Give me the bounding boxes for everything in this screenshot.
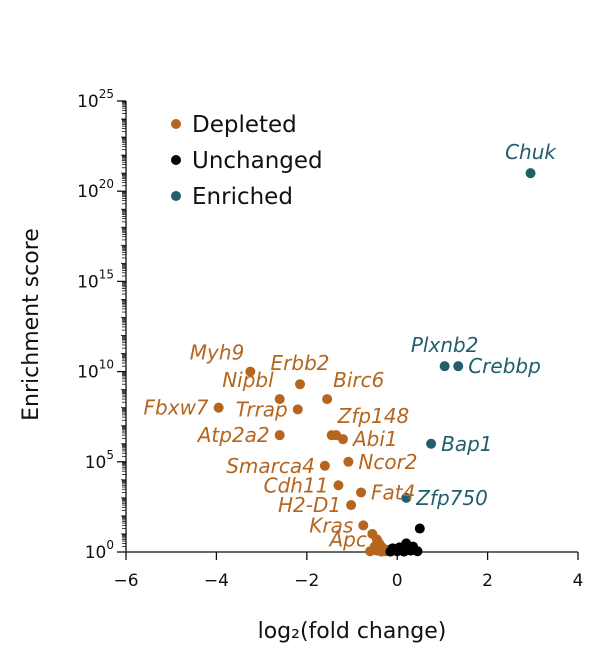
- data-point: [245, 366, 256, 377]
- data-point: [525, 168, 536, 179]
- data-point: [401, 492, 412, 503]
- data-point-label: Abi1: [351, 427, 398, 451]
- data-point: [333, 480, 344, 491]
- legend-marker: [171, 191, 181, 201]
- data-point-label: Atp2a2: [196, 423, 270, 447]
- data-point: [356, 487, 367, 498]
- data-point-label: Crebbp: [468, 354, 541, 378]
- x-tick-label: −4: [204, 571, 229, 591]
- data-point-label: Fbxw7: [144, 396, 209, 420]
- data-point: [412, 546, 423, 557]
- data-point-label: Zfp750: [415, 486, 488, 510]
- y-tick-label: 1015: [77, 267, 114, 292]
- x-axis-title: log₂(fold change): [258, 619, 447, 644]
- data-point: [319, 460, 330, 471]
- data-point: [343, 456, 354, 467]
- data-point-label: Bap1: [441, 432, 492, 456]
- data-point: [365, 546, 376, 557]
- data-point: [274, 394, 285, 405]
- data-point: [453, 361, 464, 372]
- data-point-label: Fat4: [371, 480, 415, 504]
- legend-entry: Enriched: [192, 184, 293, 210]
- axes: −6 −4 −2 0 2 4 100 105 1010 1015 1020 1025 log₂(fo…: [19, 87, 583, 644]
- x-ticks: −6 −4 −2 0 2 4: [113, 552, 583, 591]
- y-axis-title: Enrichment score: [19, 228, 44, 421]
- data-point: [426, 438, 437, 449]
- data-point-label: Nipbl: [222, 368, 274, 392]
- data-point-label: Kras: [309, 513, 353, 537]
- data-point-label: Trrap: [236, 397, 288, 421]
- data-point: [414, 523, 425, 534]
- data-point: [322, 394, 333, 405]
- x-tick-label: −6: [113, 571, 138, 591]
- data-points: [213, 168, 536, 557]
- data-point-label: Apc: [327, 527, 366, 551]
- data-point-label: H2-D1: [278, 493, 341, 517]
- y-tick-label: 1025: [77, 87, 114, 112]
- legend-entry: Depleted: [192, 112, 297, 138]
- y-tick-label: 1010: [77, 358, 114, 383]
- data-point-label: Ncor2: [358, 450, 417, 474]
- x-tick-label: 0: [392, 571, 403, 591]
- data-point: [213, 402, 224, 413]
- data-point: [337, 434, 348, 445]
- data-point: [292, 404, 303, 415]
- data-point: [346, 500, 357, 511]
- y-tick-label: 105: [85, 448, 114, 473]
- data-point-label: Cdh11: [264, 473, 329, 497]
- data-point-label: Smarca4: [226, 454, 315, 478]
- data-point: [385, 546, 396, 557]
- data-point-label: Myh9: [190, 341, 245, 365]
- x-tick-label: −2: [294, 571, 319, 591]
- data-point: [295, 379, 306, 390]
- data-point-label: Zfp148: [337, 404, 410, 428]
- data-point-label: Plxnb2: [411, 333, 479, 357]
- data-point: [358, 520, 369, 531]
- y-ticks: 100 105 1010 1015 1020 1025: [77, 87, 126, 563]
- data-point-label: Erbb2: [271, 351, 330, 375]
- data-point: [367, 528, 378, 539]
- y-tick-label: 1020: [77, 177, 114, 202]
- data-point-label: Birc6: [333, 368, 384, 392]
- data-point: [403, 544, 414, 555]
- data-point: [439, 361, 450, 372]
- data-point-label: Chuk: [505, 140, 557, 164]
- legend-entry: Unchanged: [192, 148, 323, 174]
- y-tick-label: 100: [85, 538, 114, 563]
- x-tick-label: 2: [482, 571, 493, 591]
- x-tick-label: 4: [573, 571, 584, 591]
- data-point: [274, 430, 285, 441]
- legend: Depleted Unchanged Enriched: [171, 112, 323, 210]
- legend-marker: [171, 119, 181, 129]
- legend-marker: [171, 155, 181, 165]
